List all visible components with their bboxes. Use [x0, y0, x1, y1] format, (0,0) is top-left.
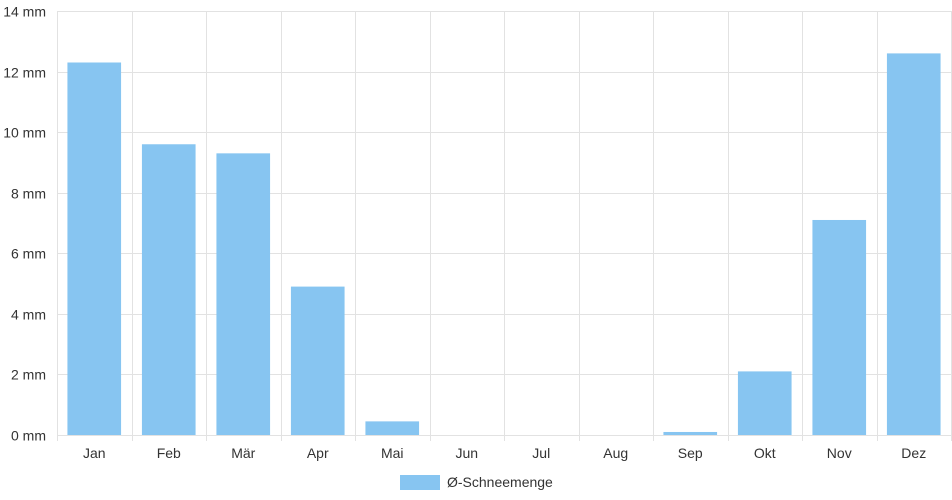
x-tick-label: Okt	[754, 445, 776, 461]
y-tick-label: 14 mm	[3, 4, 46, 20]
grid-layer	[57, 11, 952, 441]
y-tick-label: 10 mm	[3, 125, 46, 141]
x-axis-ticks: Jan Feb Mär Apr Mai Jun Jul Aug Sep Okt Nov Dez	[83, 445, 926, 461]
bar-Dez	[886, 53, 941, 436]
x-tick-label: Mär	[231, 445, 255, 461]
bar-Apr	[290, 286, 345, 435]
legend-label[interactable]: Ø-Schneemenge	[447, 474, 553, 490]
x-tick-label: Nov	[827, 445, 852, 461]
x-tick-label: Jun	[455, 445, 478, 461]
bar-Feb	[141, 144, 196, 435]
x-tick-label: Jul	[532, 445, 550, 461]
x-tick-label: Feb	[157, 445, 181, 461]
x-tick-label: Jan	[83, 445, 106, 461]
x-tick-label: Apr	[307, 445, 329, 461]
y-tick-label: 6 mm	[11, 246, 46, 262]
x-tick-label: Dez	[901, 445, 926, 461]
x-tick-label: Aug	[603, 445, 628, 461]
x-tick-label: Sep	[678, 445, 703, 461]
bar-Mai	[365, 421, 420, 435]
y-tick-label: 0 mm	[11, 428, 46, 444]
y-tick-label: 12 mm	[3, 65, 46, 81]
bar-Jan	[67, 62, 122, 435]
bar-Okt	[737, 371, 792, 435]
bars-layer	[67, 53, 941, 436]
x-tick-label: Mai	[381, 445, 404, 461]
y-tick-label: 4 mm	[11, 307, 46, 323]
legend-swatch[interactable]	[400, 475, 440, 490]
bar-Mär	[216, 153, 271, 436]
y-tick-label: 8 mm	[11, 186, 46, 202]
bar-Nov	[812, 219, 867, 435]
y-axis-ticks: 0 mm 2 mm 4 mm 6 mm 8 mm 10 mm 12 mm 14 mm	[3, 4, 46, 444]
y-tick-label: 2 mm	[11, 367, 46, 383]
bar-Sep	[663, 431, 718, 435]
legend[interactable]: Ø-Schneemenge	[400, 474, 553, 490]
